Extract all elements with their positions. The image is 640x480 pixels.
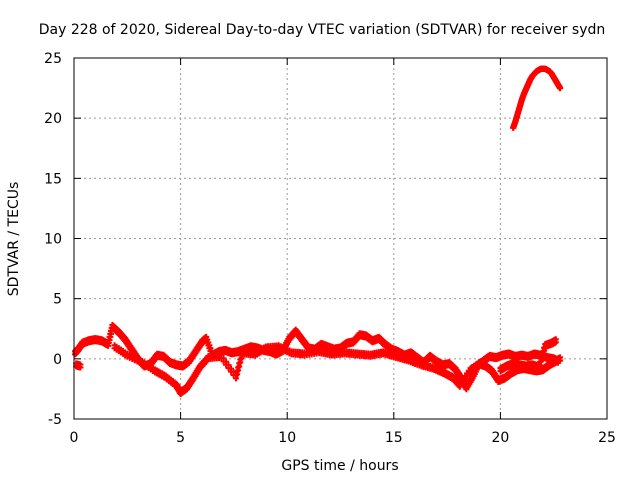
data-point [535,365,542,372]
data-point [235,367,242,374]
y-tick-label: 5 [53,292,62,308]
y-tick-label: 0 [53,352,62,368]
data-point [557,85,564,92]
x-tick-labels: 0 5 10 15 20 25 [70,430,616,446]
x-tick-label: 20 [491,430,509,446]
y-tick-label: -5 [48,412,62,428]
data-point [77,364,84,371]
x-tick-label: 15 [385,430,403,446]
series-main-band [72,321,564,393]
data-point [233,375,240,382]
data-point [538,354,545,361]
x-tick-label: 25 [598,430,616,446]
x-tick-label: 10 [278,430,296,446]
chart-title: Day 228 of 2020, Sidereal Day-to-day VTE… [39,22,606,38]
x-tick-label: 0 [70,430,79,446]
data-point [541,347,548,354]
data-point [237,359,244,366]
x-axis-label: GPS time / hours [281,458,398,474]
series-late-arc [510,65,564,131]
data-point [234,371,241,378]
data-point [536,362,543,369]
data-point [540,351,547,358]
data-point [537,358,544,365]
series-secondary-band [73,336,561,398]
data-points [72,65,564,398]
data-point [554,359,561,366]
y-tick-label: 10 [44,232,62,248]
grid-lines [74,58,607,419]
y-axis-label: SDTVAR / TECUs [6,182,22,297]
data-point [236,363,243,370]
y-tick-labels: -5 0 5 10 15 20 25 [44,51,62,428]
x-tick-label: 5 [176,430,185,446]
y-tick-label: 20 [44,111,62,127]
data-point [238,355,245,362]
plot-frame [73,57,608,420]
data-point [552,339,559,346]
y-tick-label: 25 [44,51,62,67]
y-tick-label: 15 [44,171,62,187]
